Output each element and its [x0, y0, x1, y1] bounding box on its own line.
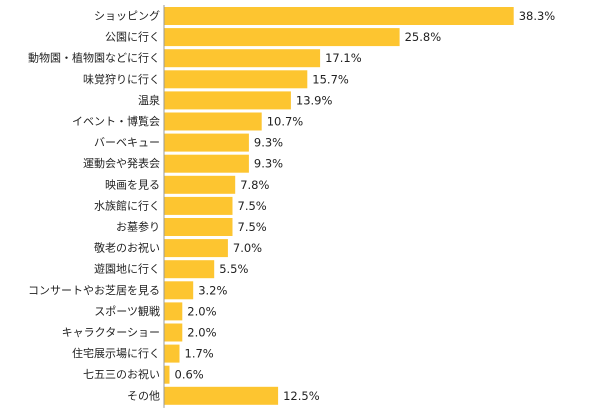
- value-label-17: 1.7%: [185, 347, 214, 361]
- bar-3: [164, 49, 321, 68]
- bar-15: [164, 302, 183, 321]
- value-label-12: 7.0%: [233, 241, 262, 255]
- bar-16: [164, 323, 183, 342]
- category-label-16: キャラクターショー: [62, 326, 160, 339]
- bar-5: [164, 91, 291, 110]
- category-label-13: 遊園地に行く: [94, 262, 160, 276]
- value-labels-group: 38.3% 25.8% 17.1% 15.7% 13.9% 10.7% 9.3% 9.3% 7.…: [175, 9, 556, 403]
- bar-19: [164, 386, 279, 405]
- category-label-9: 映画を見る: [105, 178, 160, 191]
- bar-14: [164, 281, 194, 300]
- value-label-13: 5.5%: [219, 262, 248, 276]
- category-label-15: スポーツ観戦: [94, 304, 160, 318]
- bar-13: [164, 260, 215, 279]
- category-label-2: 公園に行く: [105, 31, 160, 44]
- value-label-5: 13.9%: [296, 93, 333, 107]
- value-label-16: 2.0%: [187, 326, 216, 340]
- value-label-2: 25.8%: [405, 30, 442, 44]
- value-label-1: 38.3%: [519, 9, 556, 23]
- value-label-3: 17.1%: [325, 51, 362, 65]
- bar-17: [164, 344, 180, 363]
- category-label-3: 動物園・植物園などに行く: [28, 51, 160, 65]
- category-label-12: 敬老のお祝い: [94, 241, 160, 255]
- category-label-8: 運動会や発表会: [83, 156, 160, 170]
- bar-18: [164, 365, 170, 384]
- value-label-14: 3.2%: [198, 283, 227, 297]
- bar-1: [164, 7, 514, 25]
- bar-6: [164, 112, 262, 131]
- category-label-4: 味覚狩りに行く: [83, 72, 160, 86]
- value-label-7: 9.3%: [254, 136, 283, 150]
- category-label-1: ショッピング: [94, 9, 160, 23]
- value-label-10: 7.5%: [238, 199, 267, 213]
- category-label-11: お墓参り: [116, 220, 160, 234]
- bar-12: [164, 239, 228, 258]
- bar-2: [164, 28, 400, 47]
- category-label-14: コンサートやお芝居を見る: [28, 284, 160, 297]
- bar-4: [164, 70, 308, 89]
- category-label-7: バーベキュー: [94, 136, 160, 149]
- bars-group: [164, 7, 514, 405]
- category-label-19: その他: [127, 389, 160, 402]
- bar-11: [164, 218, 233, 236]
- value-label-15: 2.0%: [187, 304, 216, 318]
- value-label-19: 12.5%: [283, 389, 320, 403]
- value-label-8: 9.3%: [254, 157, 283, 171]
- value-label-6: 10.7%: [267, 115, 304, 129]
- value-label-4: 15.7%: [312, 72, 349, 86]
- category-label-5: 温泉: [138, 93, 160, 107]
- bar-10: [164, 196, 233, 215]
- category-label-10: 水族館に行く: [94, 198, 160, 212]
- category-labels-group: ショッピング公園に行く動物園・植物園などに行く味覚狩りに行く温泉イベント・博覧会…: [28, 9, 160, 403]
- category-label-6: イベント・博覧会: [72, 114, 160, 128]
- category-label-17: 住宅展示場に行く: [72, 346, 160, 360]
- value-label-9: 7.8%: [240, 178, 269, 192]
- bar-8: [164, 154, 249, 173]
- bar-7: [164, 133, 249, 152]
- category-label-18: 七五三のお祝い: [83, 367, 160, 381]
- bar-9: [164, 175, 236, 194]
- value-label-18: 0.6%: [175, 368, 204, 382]
- value-label-11: 7.5%: [238, 220, 267, 234]
